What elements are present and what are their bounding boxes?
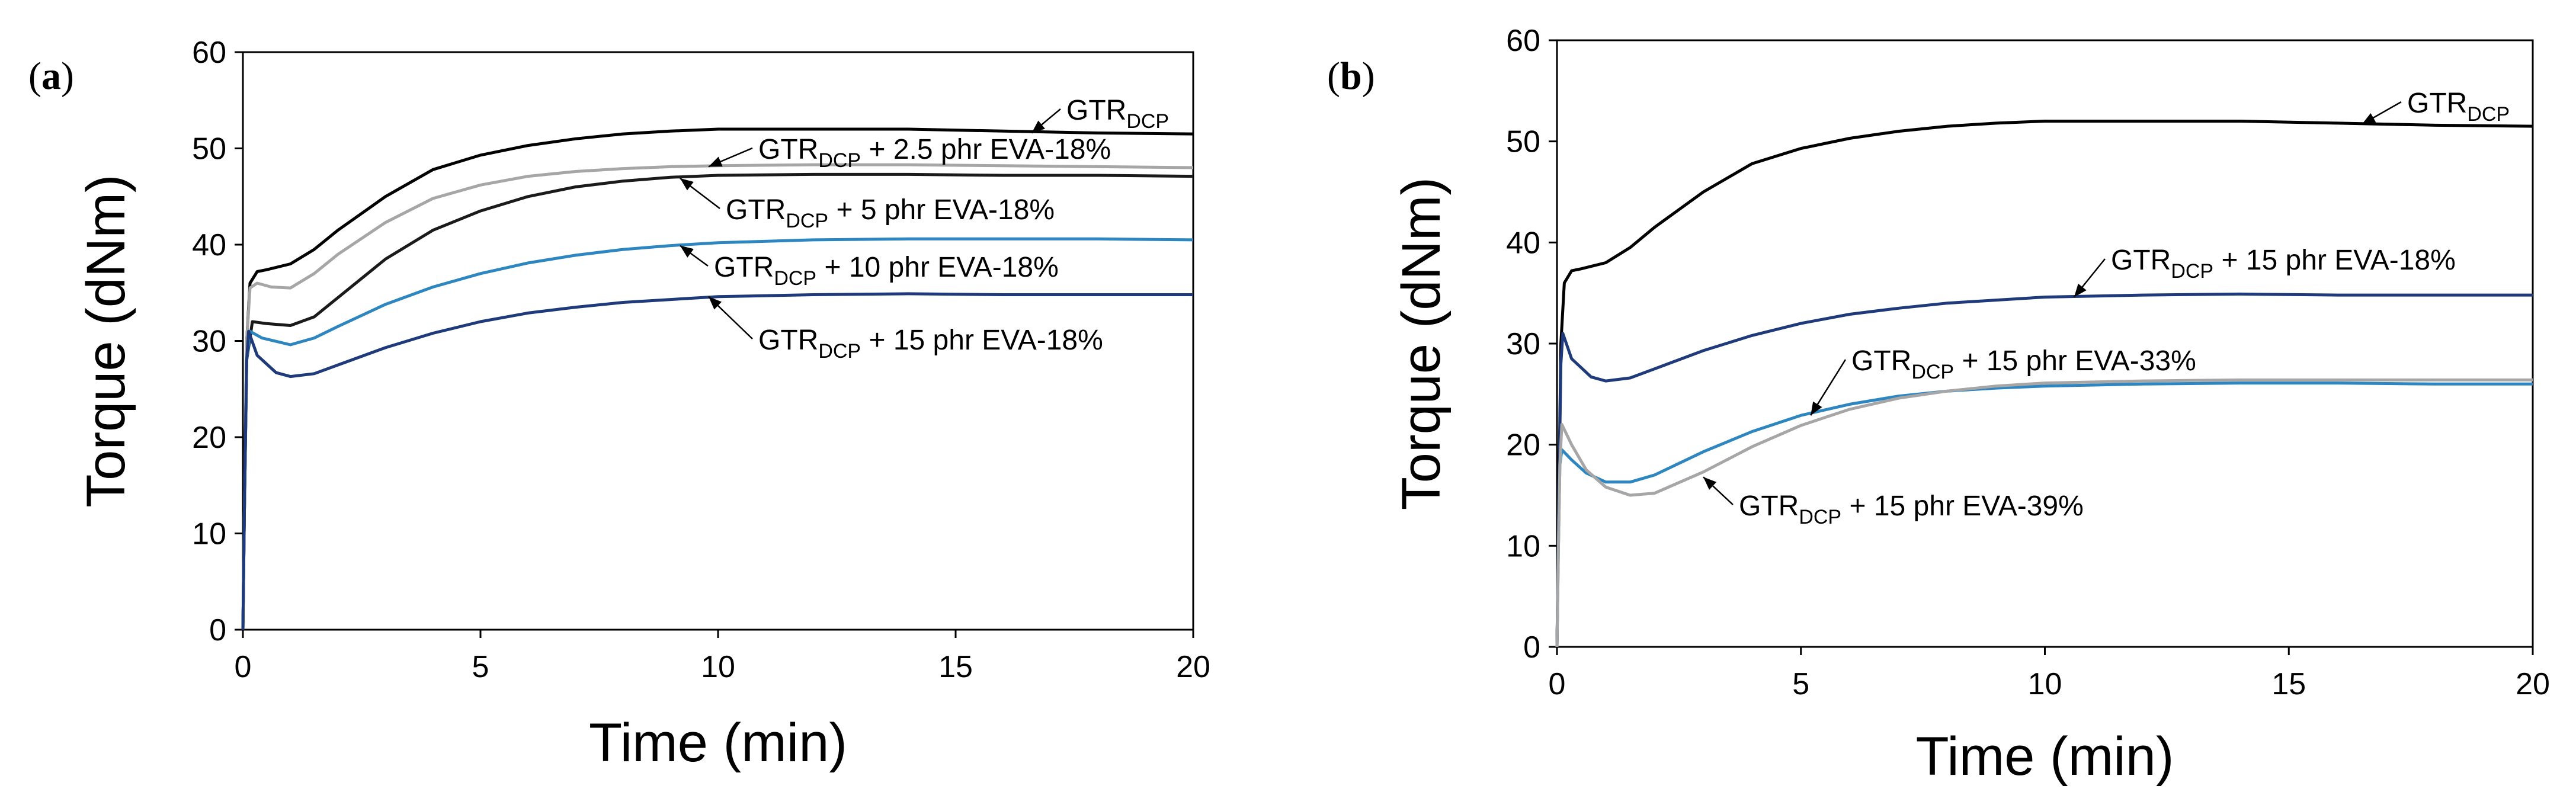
y-tick-label: 20 [1506,428,1540,463]
y-tick-label: 40 [192,228,226,262]
series-annotation-label: GTRDCP + 5 phr EVA-18% [726,194,1055,232]
series-annotation-label: GTRDCP + 10 phr EVA-18% [714,252,1059,290]
annotation-arrowhead [680,178,694,191]
x-axis-title: Time (min) [1915,726,2174,787]
y-tick-label: 20 [192,421,226,455]
y-tick-label: 10 [1506,529,1540,563]
x-tick-label: 15 [938,650,973,684]
y-tick-label: 40 [1506,226,1540,260]
annotation-arrowhead [708,156,723,167]
y-tick-label: 10 [192,517,226,552]
annotation-arrowhead [2074,283,2087,297]
y-tick-label: 50 [1506,125,1540,159]
x-axis-title: Time (min) [589,713,847,773]
series-line-2 [1555,292,2533,647]
chart-panel-a: (a) 0 10 20 30 40 50 60 0 5 10 15 20 Time (min) Torque… [28,36,1210,773]
annotation-arrowhead [2362,113,2376,124]
x-tick-label: 10 [2028,667,2062,701]
series-line-4 [1555,378,2533,647]
annotation-arrowhead [1031,120,1045,133]
x-tick-label: 20 [2516,667,2550,701]
series-annotation-label: GTRDCP + 15 phr EVA-18% [758,325,1103,363]
y-tick-label: 0 [209,613,226,647]
x-tick-label: 20 [1176,650,1210,684]
series-annotation-label: GTRDCP [1066,95,1169,133]
y-tick-label: 0 [1523,630,1540,665]
y-axis-title: Torque (dNm) [1391,177,1452,510]
x-tick-label: 10 [701,650,735,684]
annotation-arrowhead [680,245,694,258]
series-annotation-label: GTRDCP [2407,88,2510,126]
chart-panel-b: (b) 0 10 20 30 40 50 60 0 5 10 15 20 Time (min) Torque… [1327,24,2550,787]
series-annotation-label: GTRDCP + 15 phr EVA-18% [2111,245,2456,283]
series-annotation-label: GTRDCP + 15 phr EVA-39% [1739,490,2084,528]
panel-label: (a) [28,54,74,98]
series-line-3 [1555,381,2533,647]
annotation-arrowhead [1703,477,1717,490]
series-line-3 [241,172,1194,630]
series-line-2 [241,163,1194,630]
x-tick-label: 5 [472,650,489,684]
x-tick-label: 0 [235,650,252,684]
series-annotation-label: GTRDCP + 15 phr EVA-33% [1851,345,2196,383]
series-line-1 [1555,120,2533,647]
series-annotation-label: GTRDCP + 2.5 phr EVA-18% [758,134,1111,172]
y-tick-label: 60 [1506,24,1540,58]
series-line-4 [241,237,1194,630]
series-line-5 [241,292,1193,630]
annotation-arrowhead [1811,401,1822,416]
panel-label: (b) [1327,54,1375,98]
y-tick-label: 30 [192,325,226,359]
annotation-arrowhead [708,296,722,310]
series-line-1 [241,127,1194,630]
y-tick-label: 60 [192,36,226,70]
y-axis-title: Torque (dNm) [76,174,136,507]
x-tick-label: 15 [2271,667,2306,701]
x-tick-label: 5 [1792,667,1809,701]
y-tick-label: 30 [1506,327,1540,361]
y-tick-label: 50 [192,132,226,166]
x-tick-label: 0 [1549,667,1566,701]
